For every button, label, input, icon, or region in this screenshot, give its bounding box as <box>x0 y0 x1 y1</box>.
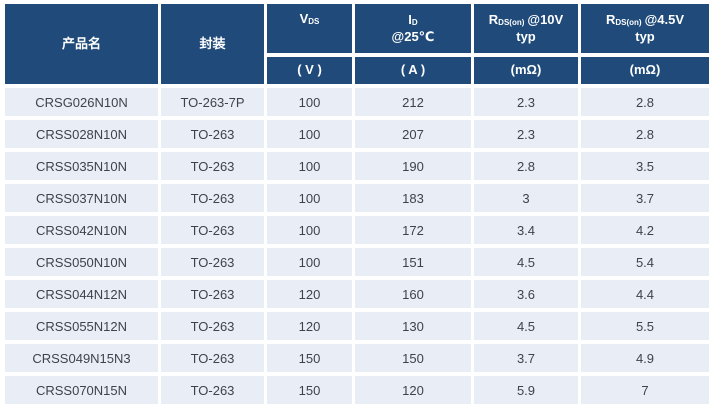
header-rds-4v5: RDS(on) @4.5V typ <box>581 4 709 53</box>
table-row: CRSS035N10N TO-263 100 190 2.8 3.5 <box>5 152 709 180</box>
cell-id: 172 <box>355 216 471 244</box>
table-row: CRSS050N10N TO-263 100 151 4.5 5.4 <box>5 248 709 276</box>
id-symbol: ID <box>408 12 418 28</box>
cell-rds45: 4.4 <box>581 280 709 308</box>
cell-vds: 150 <box>267 376 352 404</box>
cell-vds: 120 <box>267 312 352 340</box>
cell-package: TO-263 <box>161 152 264 180</box>
cell-product: CRSS049N15N3 <box>5 344 158 372</box>
cell-vds: 150 <box>267 344 352 372</box>
cell-rds45: 4.2 <box>581 216 709 244</box>
unit-vds: ( V ) <box>267 57 352 84</box>
table-row: CRSS028N10N TO-263 100 207 2.3 2.8 <box>5 120 709 148</box>
unit-rds10: (mΩ) <box>474 57 578 84</box>
cell-rds45: 5.4 <box>581 248 709 276</box>
cell-package: TO-263 <box>161 216 264 244</box>
cell-package: TO-263 <box>161 376 264 404</box>
cell-rds10: 2.3 <box>474 120 578 148</box>
header-package: 封装 <box>161 4 264 84</box>
cell-rds10: 3.6 <box>474 280 578 308</box>
cell-product: CRSS044N12N <box>5 280 158 308</box>
table-row: CRSS070N15N TO-263 150 120 5.9 7 <box>5 376 709 404</box>
cell-package: TO-263 <box>161 120 264 148</box>
cell-package: TO-263 <box>161 344 264 372</box>
cell-id: 190 <box>355 152 471 180</box>
cell-vds: 100 <box>267 216 352 244</box>
cell-rds10: 3 <box>474 184 578 212</box>
cell-product: CRSS028N10N <box>5 120 158 148</box>
cell-id: 183 <box>355 184 471 212</box>
cell-product: CRSS055N12N <box>5 312 158 340</box>
rds10-symbol: RDS(on) @10V <box>488 12 564 28</box>
cell-package: TO-263 <box>161 312 264 340</box>
cell-rds45: 4.9 <box>581 344 709 372</box>
cell-rds10: 4.5 <box>474 312 578 340</box>
cell-product: CRSS070N15N <box>5 376 158 404</box>
vds-symbol: VDS <box>299 11 320 26</box>
cell-id: 207 <box>355 120 471 148</box>
cell-id: 130 <box>355 312 471 340</box>
cell-vds: 120 <box>267 280 352 308</box>
cell-id: 120 <box>355 376 471 404</box>
id-condition: @25℃ <box>391 28 435 44</box>
cell-rds10: 2.3 <box>474 88 578 116</box>
header-product-name: 产品名 <box>5 4 158 84</box>
cell-rds45: 2.8 <box>581 88 709 116</box>
cell-rds10: 4.5 <box>474 248 578 276</box>
cell-vds: 100 <box>267 152 352 180</box>
cell-rds10: 3.7 <box>474 344 578 372</box>
cell-vds: 100 <box>267 184 352 212</box>
table-row: CRSS042N10N TO-263 100 172 3.4 4.2 <box>5 216 709 244</box>
cell-rds10: 5.9 <box>474 376 578 404</box>
header-id: ID @25℃ <box>355 4 471 53</box>
unit-id: ( A ) <box>355 57 471 84</box>
cell-rds45: 7 <box>581 376 709 404</box>
cell-vds: 100 <box>267 88 352 116</box>
cell-product: CRSG026N10N <box>5 88 158 116</box>
header-rds-10v: RDS(on) @10V typ <box>474 4 578 53</box>
cell-product: CRSS035N10N <box>5 152 158 180</box>
table-row: CRSS037N10N TO-263 100 183 3 3.7 <box>5 184 709 212</box>
cell-package: TO-263-7P <box>161 88 264 116</box>
cell-rds45: 3.7 <box>581 184 709 212</box>
cell-product: CRSS042N10N <box>5 216 158 244</box>
table-row: CRSG026N10N TO-263-7P 100 212 2.3 2.8 <box>5 88 709 116</box>
cell-rds45: 2.8 <box>581 120 709 148</box>
cell-id: 151 <box>355 248 471 276</box>
cell-rds10: 2.8 <box>474 152 578 180</box>
rds45-typ: typ <box>635 28 655 44</box>
header-vds: VDS <box>267 4 352 53</box>
cell-rds45: 3.5 <box>581 152 709 180</box>
cell-vds: 100 <box>267 248 352 276</box>
cell-rds45: 5.5 <box>581 312 709 340</box>
unit-rds45: (mΩ) <box>581 57 709 84</box>
table-row: CRSS055N12N TO-263 120 130 4.5 5.5 <box>5 312 709 340</box>
table-row: CRSS049N15N3 TO-263 150 150 3.7 4.9 <box>5 344 709 372</box>
cell-product: CRSS050N10N <box>5 248 158 276</box>
cell-vds: 100 <box>267 120 352 148</box>
product-spec-table: 产品名 封装 VDS ID @25℃ RDS(on) @10V typ RDS(o… <box>2 0 712 408</box>
cell-id: 212 <box>355 88 471 116</box>
cell-id: 160 <box>355 280 471 308</box>
cell-rds10: 3.4 <box>474 216 578 244</box>
cell-package: TO-263 <box>161 184 264 212</box>
table-row: CRSS044N12N TO-263 120 160 3.6 4.4 <box>5 280 709 308</box>
rds45-symbol: RDS(on) @4.5V <box>605 12 685 28</box>
cell-package: TO-263 <box>161 280 264 308</box>
cell-package: TO-263 <box>161 248 264 276</box>
cell-product: CRSS037N10N <box>5 184 158 212</box>
rds10-typ: typ <box>516 28 536 44</box>
cell-id: 150 <box>355 344 471 372</box>
